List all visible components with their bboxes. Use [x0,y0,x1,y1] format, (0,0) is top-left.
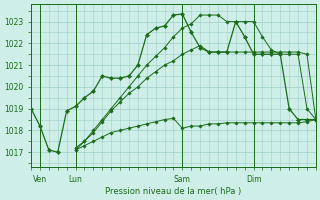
X-axis label: Pression niveau de la mer( hPa ): Pression niveau de la mer( hPa ) [105,187,242,196]
